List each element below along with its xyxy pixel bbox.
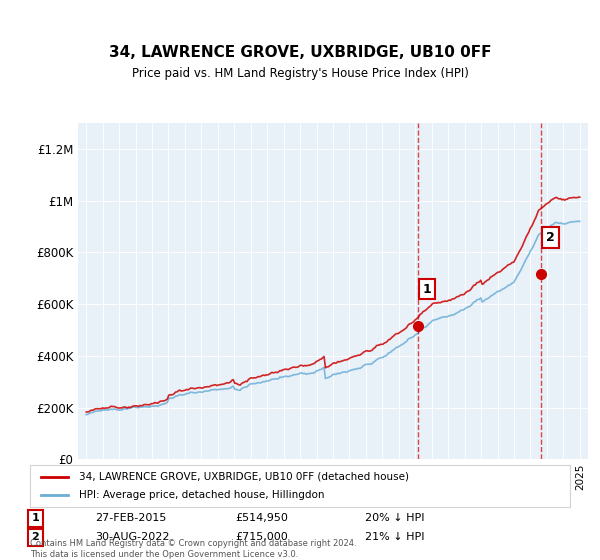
Text: 30-AUG-2022: 30-AUG-2022: [95, 532, 169, 542]
Text: 1: 1: [422, 282, 431, 296]
Text: HPI: Average price, detached house, Hillingdon: HPI: Average price, detached house, Hill…: [79, 490, 324, 500]
Text: Contains HM Land Registry data © Crown copyright and database right 2024.
This d: Contains HM Land Registry data © Crown c…: [30, 539, 356, 559]
Text: Price paid vs. HM Land Registry's House Price Index (HPI): Price paid vs. HM Land Registry's House …: [131, 67, 469, 80]
Text: 20% ↓ HPI: 20% ↓ HPI: [365, 513, 424, 523]
Text: 2: 2: [546, 231, 555, 244]
Text: 27-FEB-2015: 27-FEB-2015: [95, 513, 166, 523]
Text: 21% ↓ HPI: 21% ↓ HPI: [365, 532, 424, 542]
Text: £715,000: £715,000: [235, 532, 288, 542]
Text: 1: 1: [32, 513, 39, 523]
Text: £514,950: £514,950: [235, 513, 288, 523]
Text: 34, LAWRENCE GROVE, UXBRIDGE, UB10 0FF (detached house): 34, LAWRENCE GROVE, UXBRIDGE, UB10 0FF (…: [79, 472, 409, 482]
Text: 2: 2: [32, 532, 39, 542]
Text: 34, LAWRENCE GROVE, UXBRIDGE, UB10 0FF: 34, LAWRENCE GROVE, UXBRIDGE, UB10 0FF: [109, 45, 491, 60]
